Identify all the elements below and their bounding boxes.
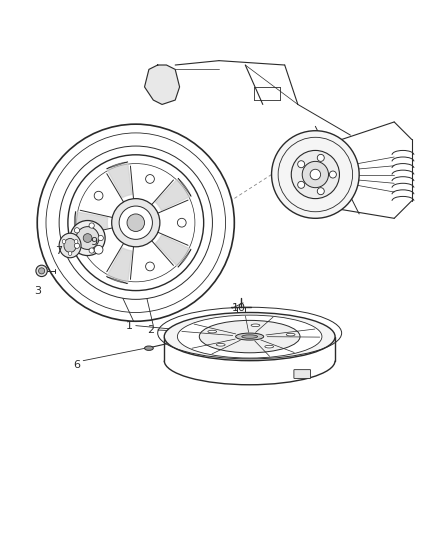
Ellipse shape (145, 175, 154, 183)
Text: 2: 2 (148, 325, 155, 335)
Ellipse shape (62, 239, 66, 244)
Polygon shape (155, 235, 191, 267)
Ellipse shape (216, 343, 225, 346)
Text: 1: 1 (126, 321, 133, 330)
Ellipse shape (236, 333, 264, 340)
Ellipse shape (94, 245, 103, 254)
Ellipse shape (298, 161, 305, 168)
Ellipse shape (68, 251, 72, 255)
Ellipse shape (127, 214, 145, 231)
Ellipse shape (272, 131, 359, 219)
Ellipse shape (302, 161, 328, 188)
Ellipse shape (177, 315, 322, 358)
Polygon shape (145, 65, 180, 104)
Ellipse shape (251, 324, 260, 327)
Ellipse shape (145, 346, 153, 350)
Ellipse shape (242, 335, 258, 338)
Ellipse shape (74, 228, 80, 233)
Ellipse shape (199, 320, 300, 353)
Ellipse shape (89, 248, 94, 253)
Polygon shape (107, 162, 132, 198)
Ellipse shape (119, 206, 152, 239)
Polygon shape (107, 248, 132, 284)
Ellipse shape (83, 233, 92, 243)
Ellipse shape (36, 265, 47, 277)
Ellipse shape (164, 312, 335, 361)
Polygon shape (155, 179, 191, 211)
Ellipse shape (59, 233, 81, 258)
Ellipse shape (208, 330, 217, 333)
Ellipse shape (177, 219, 186, 227)
Text: 3: 3 (34, 286, 41, 296)
Ellipse shape (94, 191, 103, 200)
Text: 10: 10 (232, 303, 246, 313)
Ellipse shape (70, 221, 105, 255)
Ellipse shape (39, 268, 45, 274)
Ellipse shape (112, 199, 160, 247)
Ellipse shape (145, 262, 154, 271)
Ellipse shape (64, 238, 76, 253)
Ellipse shape (298, 181, 305, 188)
Ellipse shape (74, 239, 78, 244)
Text: 7: 7 (56, 246, 63, 256)
Ellipse shape (291, 150, 339, 199)
Ellipse shape (317, 188, 324, 195)
Ellipse shape (37, 124, 234, 321)
Ellipse shape (98, 236, 103, 241)
Text: 6: 6 (73, 360, 80, 370)
Ellipse shape (310, 169, 321, 180)
Ellipse shape (59, 146, 212, 300)
Ellipse shape (89, 223, 94, 228)
Ellipse shape (74, 243, 80, 248)
Ellipse shape (76, 227, 99, 249)
Ellipse shape (68, 155, 204, 290)
Polygon shape (74, 212, 108, 233)
Ellipse shape (265, 345, 274, 348)
Text: 9: 9 (91, 237, 98, 247)
Ellipse shape (286, 333, 295, 336)
FancyBboxPatch shape (294, 370, 311, 378)
Ellipse shape (317, 155, 324, 161)
Ellipse shape (329, 171, 336, 178)
